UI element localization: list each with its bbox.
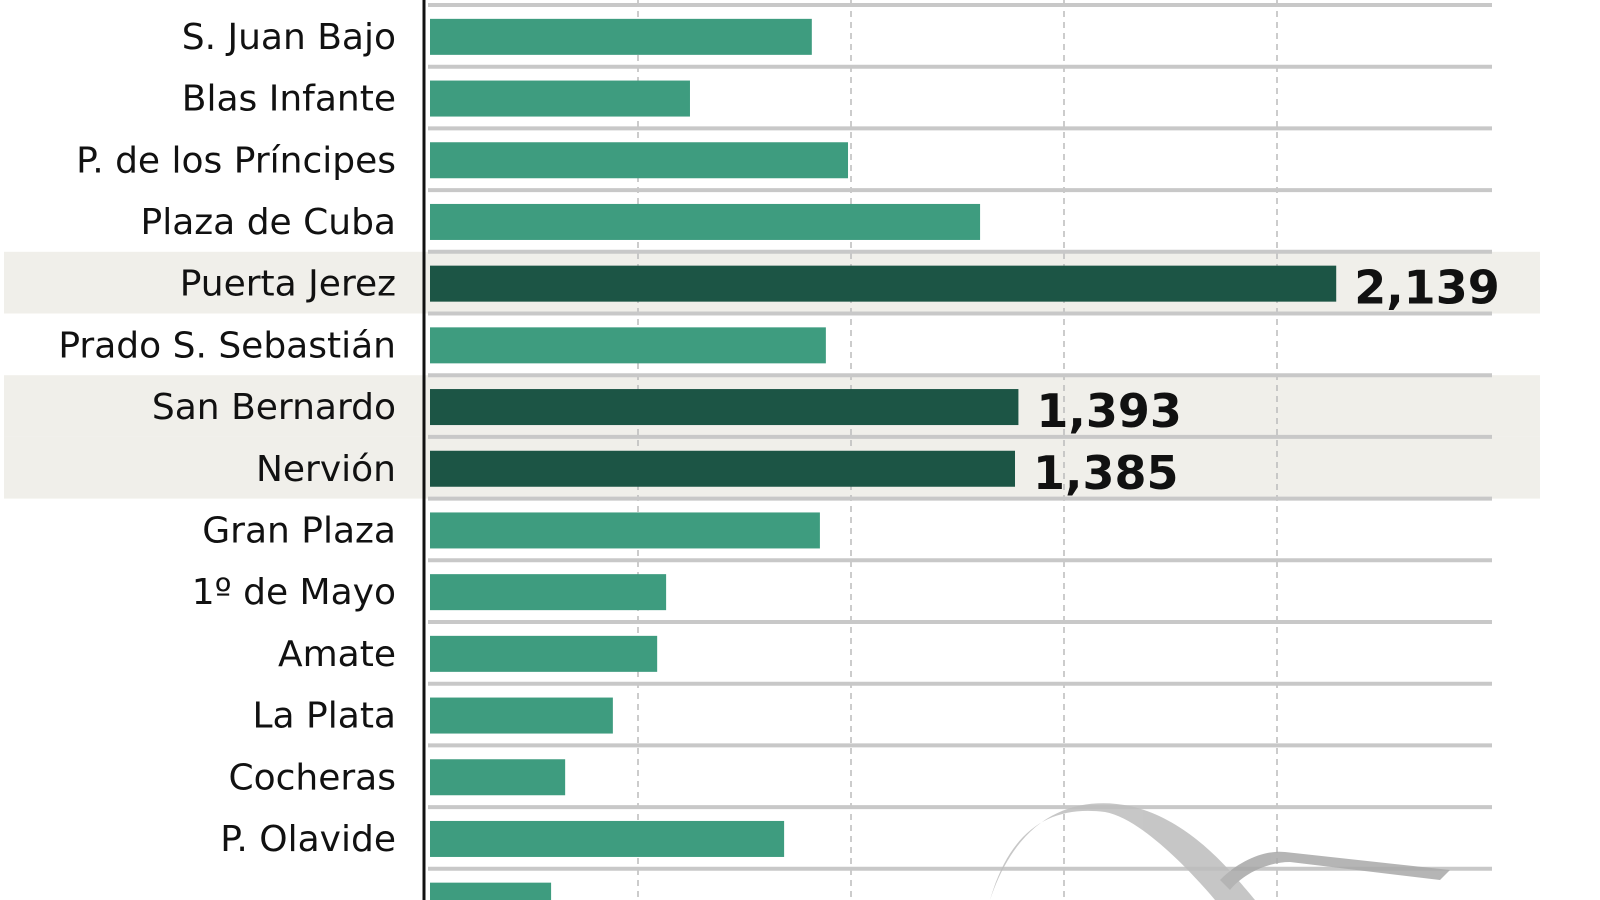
category-label: Cocheras — [228, 757, 396, 798]
category-label: 1º de Mayo — [192, 572, 396, 613]
bar — [430, 697, 613, 734]
bar — [430, 80, 690, 117]
bar — [430, 635, 658, 672]
category-label: Gran Plaza — [202, 510, 396, 551]
data-labels: 2,139 1,393 1,385 — [1033, 261, 1500, 500]
data-label: 2,139 — [1354, 261, 1500, 315]
category-labels: S. Juan Bajo Blas Infante P. de los Prínci… — [58, 17, 396, 860]
bars — [430, 18, 1337, 900]
category-label: Puerta Jerez — [180, 264, 396, 305]
bar — [430, 512, 820, 549]
category-label: San Bernardo — [152, 387, 396, 428]
bar — [430, 265, 1337, 302]
category-label: P. de los Príncipes — [76, 140, 396, 181]
bar — [430, 574, 667, 611]
bar — [430, 450, 1016, 487]
bar — [430, 389, 1019, 426]
category-label: Plaza de Cuba — [141, 202, 396, 243]
data-label: 1,385 — [1033, 446, 1179, 500]
ribbon-logo-icon — [990, 803, 1450, 900]
category-label: Prado S. Sebastián — [58, 325, 396, 366]
bar — [430, 327, 826, 364]
category-label: S. Juan Bajo — [182, 17, 396, 58]
bar — [430, 882, 552, 900]
gridlines — [428, 0, 1492, 900]
bar — [430, 820, 785, 857]
bar — [430, 18, 812, 55]
category-label: P. Olavide — [220, 819, 396, 860]
category-label: Amate — [278, 634, 396, 675]
data-label: 1,393 — [1036, 384, 1182, 438]
category-label: La Plata — [252, 696, 396, 737]
bar — [430, 203, 981, 240]
bar — [430, 142, 849, 179]
category-label: Blas Infante — [182, 79, 396, 120]
bar — [430, 759, 566, 796]
category-label: Nervión — [256, 449, 396, 490]
